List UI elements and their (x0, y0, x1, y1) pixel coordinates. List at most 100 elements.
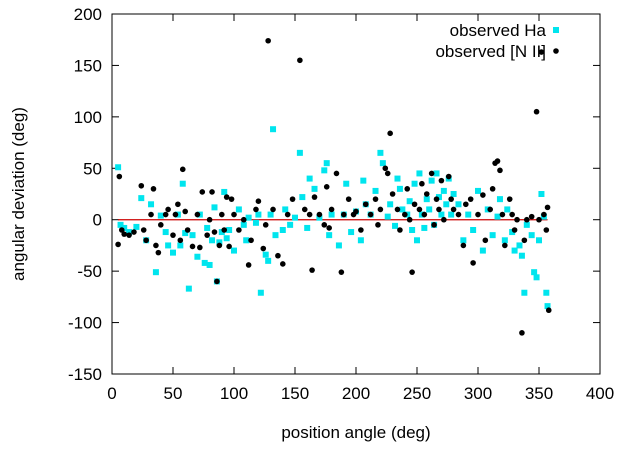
point-ha-105 (494, 213, 501, 220)
x-tick-label-8: 400 (586, 384, 614, 403)
point-ha-48 (292, 214, 298, 221)
point-ha-113 (521, 289, 528, 296)
point-ha-17 (185, 285, 192, 292)
point-ha-81 (414, 237, 420, 244)
point-nii-88 (421, 211, 428, 218)
point-ha-45 (279, 227, 286, 233)
point-nii-71 (367, 211, 374, 218)
point-ha-15 (179, 180, 186, 187)
point-nii-45 (260, 245, 267, 252)
point-ha-92 (440, 187, 447, 194)
point-nii-115 (509, 211, 515, 218)
point-ha-104 (489, 232, 496, 239)
point-ha-50 (299, 194, 306, 201)
point-nii-128 (545, 307, 552, 314)
point-nii-111 (497, 167, 503, 174)
point-nii-50 (280, 261, 286, 267)
point-nii-89 (423, 191, 430, 197)
point-nii-13 (158, 222, 164, 228)
point-nii-112 (499, 211, 506, 218)
point-nii-103 (470, 260, 476, 266)
axis-ticks: 0 50 100 150 200 250 300 350 400 -150 -100 -50 0 50 10… (68, 5, 614, 403)
point-nii-122 (533, 108, 540, 115)
point-nii-92 (433, 196, 440, 202)
point-nii-80 (397, 227, 403, 233)
point-nii-69 (358, 227, 364, 233)
point-ha-93 (443, 201, 450, 208)
point-ha-39 (257, 289, 264, 296)
point-ha-54 (316, 214, 323, 221)
point-nii-34 (221, 227, 228, 233)
point-nii-47 (265, 37, 271, 44)
point-nii-56 (309, 267, 315, 273)
point-nii-93 (436, 206, 442, 213)
point-nii-49 (275, 252, 281, 259)
point-ha-19 (194, 253, 201, 260)
point-nii-102 (467, 196, 474, 202)
point-ha-116 (531, 269, 538, 276)
point-ha-53 (311, 185, 318, 192)
point-nii-60 (323, 184, 330, 190)
y-tick-label-0: -150 (68, 365, 102, 384)
point-ha-80 (411, 180, 418, 187)
point-nii-106 (482, 237, 489, 244)
point-nii-110 (494, 158, 501, 164)
point-nii-31 (214, 278, 220, 285)
legend-marker-nii (553, 48, 559, 54)
point-ha-97 (455, 201, 462, 208)
point-ha-23 (206, 261, 213, 268)
point-nii-108 (489, 186, 496, 192)
point-nii-119 (521, 237, 528, 244)
point-nii-51 (284, 211, 291, 218)
point-ha-1 (117, 221, 124, 228)
point-nii-116 (511, 227, 518, 233)
point-ha-41 (265, 257, 272, 264)
point-nii-20 (179, 166, 186, 173)
x-tick-label-0: 0 (107, 384, 116, 403)
point-ha-76 (399, 206, 406, 213)
point-ha-0 (115, 164, 122, 171)
point-ha-99 (465, 211, 472, 218)
x-tick-label-3: 150 (281, 384, 309, 403)
point-nii-74 (377, 206, 384, 213)
point-nii-15 (165, 206, 171, 213)
point-ha-33 (235, 206, 242, 213)
point-ha-25 (211, 204, 218, 211)
point-ha-62 (348, 229, 355, 236)
point-ha-111 (516, 242, 523, 249)
point-nii-10 (150, 186, 157, 192)
point-ha-14 (177, 242, 184, 249)
point-nii-97 (448, 196, 454, 202)
x-tick-label-1: 50 (164, 384, 183, 403)
point-ha-57 (326, 232, 333, 239)
point-ha-44 (272, 232, 279, 239)
point-nii-6 (138, 182, 145, 189)
point-ha-3 (126, 229, 133, 236)
point-nii-59 (321, 222, 328, 228)
point-ha-79 (409, 227, 416, 233)
point-nii-26 (199, 189, 206, 195)
point-nii-85 (411, 201, 418, 208)
point-nii-123 (536, 216, 542, 223)
point-nii-127 (544, 204, 551, 211)
plot-frame (111, 13, 601, 375)
point-nii-94 (438, 177, 445, 184)
point-nii-24 (194, 211, 201, 218)
point-ha-112 (518, 252, 525, 259)
point-ha-64 (357, 237, 364, 244)
point-ha-122 (544, 303, 551, 310)
y-tick-label-4: 50 (83, 159, 102, 178)
point-ha-73 (392, 222, 399, 229)
point-nii-27 (204, 232, 210, 238)
point-nii-117 (514, 216, 520, 223)
point-nii-68 (353, 208, 359, 215)
point-nii-9 (148, 211, 154, 218)
point-ha-107 (501, 237, 508, 244)
point-nii-57 (311, 194, 318, 200)
point-nii-81 (402, 211, 408, 218)
point-ha-4 (133, 223, 140, 230)
point-ha-51 (304, 224, 311, 231)
point-nii-39 (236, 227, 242, 233)
y-tick-label-2: -50 (77, 262, 102, 281)
point-nii-18 (175, 201, 181, 208)
